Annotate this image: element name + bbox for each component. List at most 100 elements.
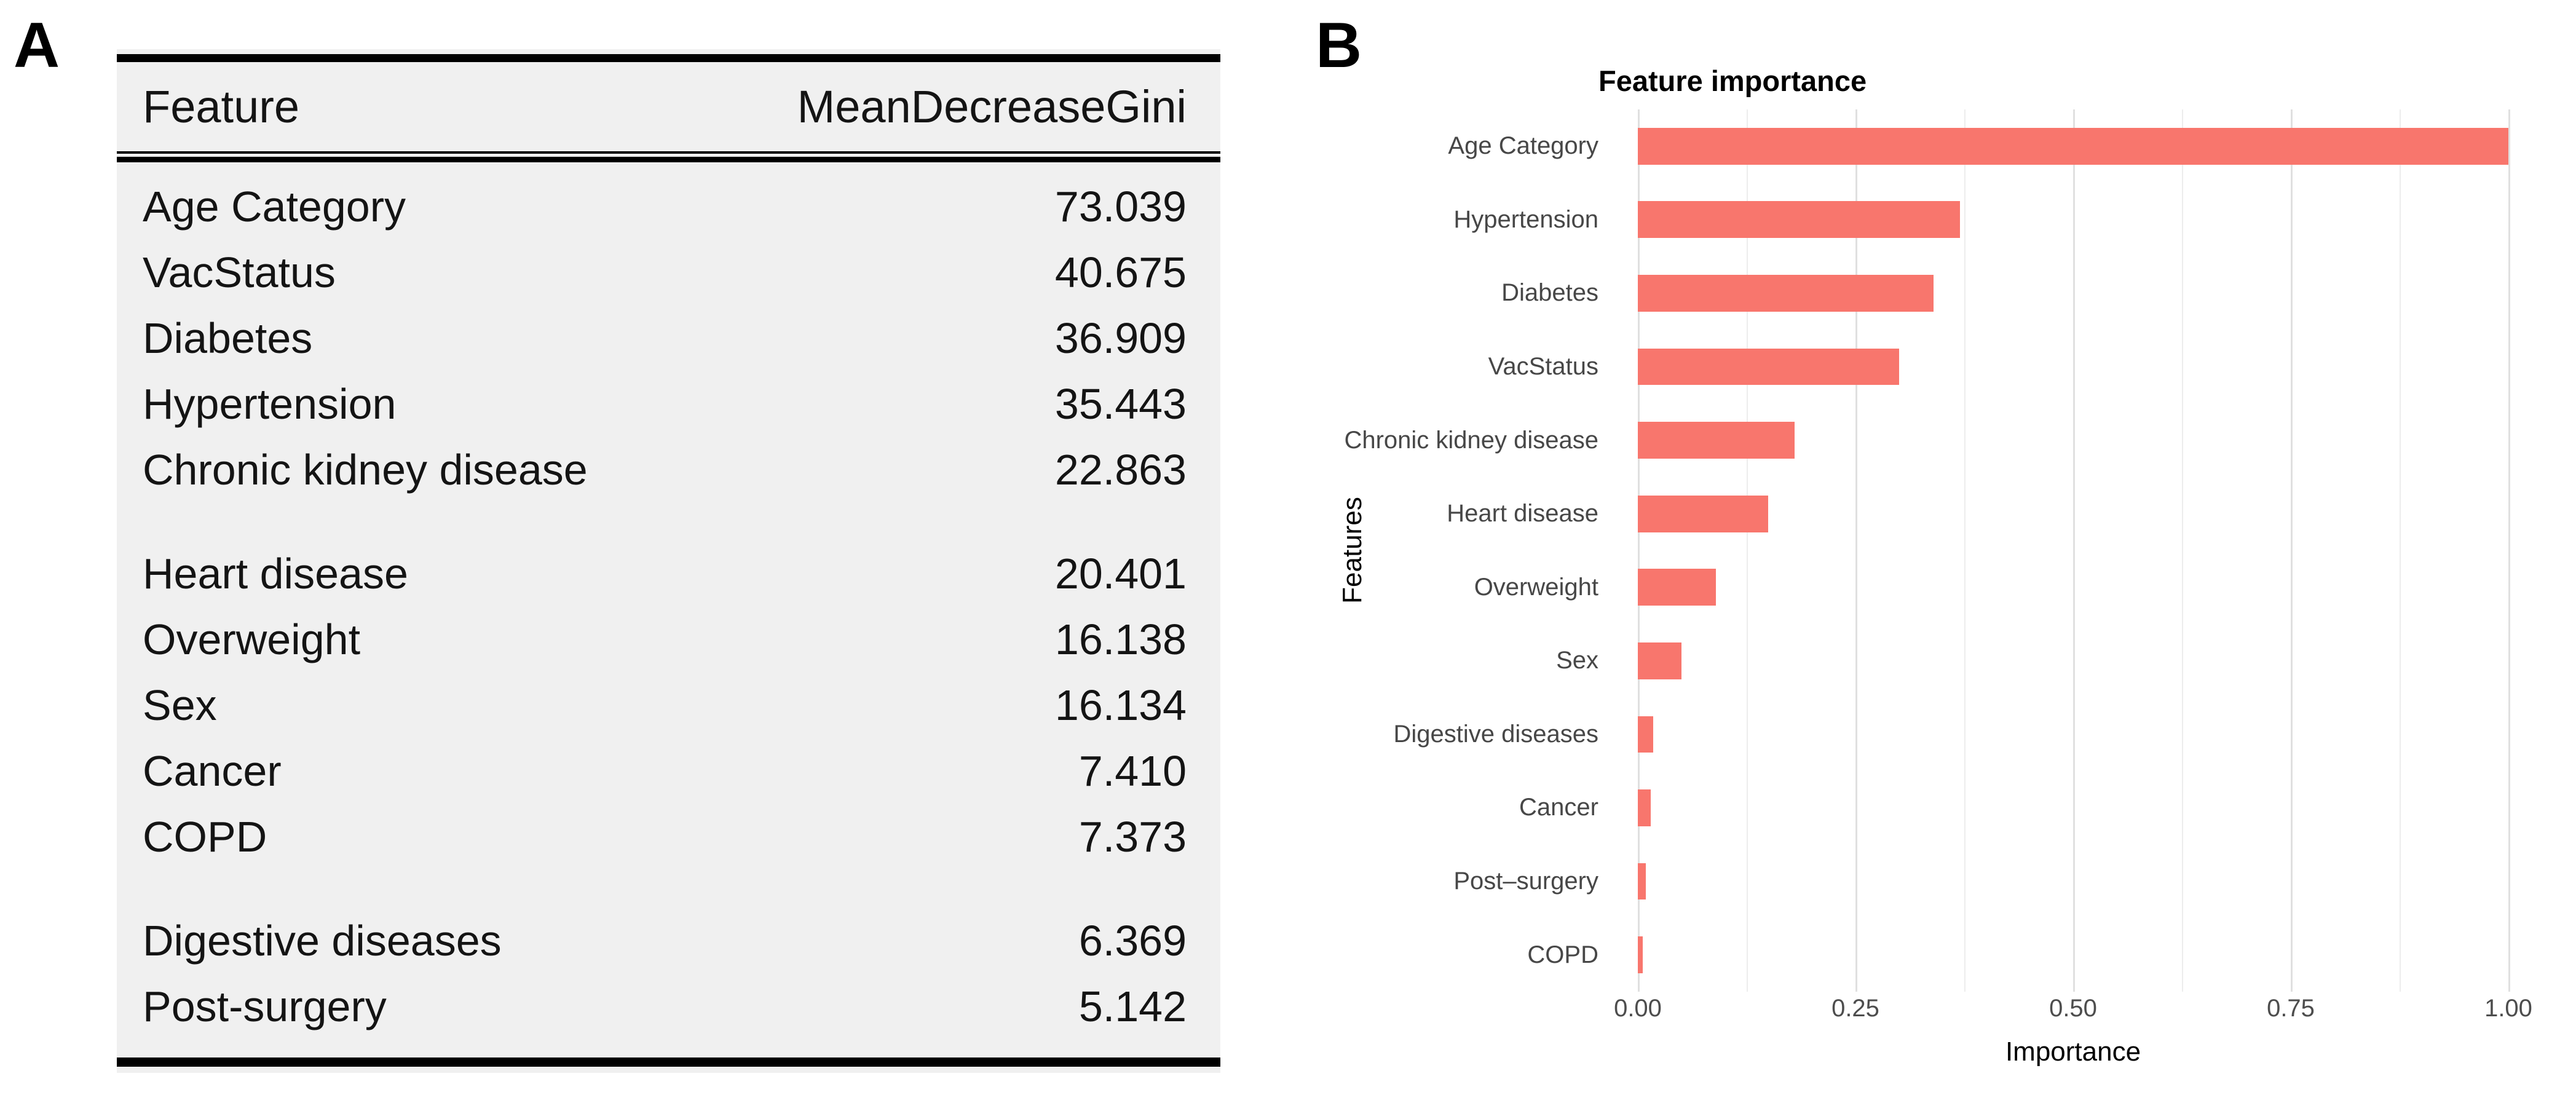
feature-cell: Chronic kidney disease <box>143 445 588 494</box>
table-header-row: Feature MeanDecreaseGini <box>117 62 1220 151</box>
table-header-feature: Feature <box>143 81 300 132</box>
bar-post-surgery <box>1638 863 1646 900</box>
table-row-hypertension: Hypertension 35.443 <box>143 371 1187 437</box>
y-label-hypertension: Hypertension <box>1453 205 1598 233</box>
value-cell: 6.369 <box>1078 916 1187 965</box>
x-tick-0.75: 0.75 <box>2267 995 2315 1022</box>
gridline-major-0 <box>1638 109 1640 992</box>
table-row-overweight: Overweight 16.138 <box>143 606 1187 672</box>
table-row-diabetes: Diabetes 36.909 <box>143 305 1187 371</box>
table-group-gap <box>143 869 1187 907</box>
bar-sex <box>1638 642 1681 679</box>
value-cell: 7.410 <box>1078 746 1187 795</box>
y-category-labels: Age Category Hypertension Diabetes VacStatu… <box>1322 109 1598 992</box>
x-tick-0.50: 0.50 <box>2049 995 2097 1022</box>
gridline-minor-0.875 <box>2400 109 2401 992</box>
gridline-major-0.5 <box>2073 109 2075 992</box>
gridline-major-0.75 <box>2291 109 2293 992</box>
bar-row-digestive-diseases <box>1638 698 2551 772</box>
table-mid-rule-thick <box>117 157 1220 162</box>
bar-vacstatus <box>1638 348 1899 385</box>
feature-cell: Sex <box>143 681 217 729</box>
feature-cell: Post-surgery <box>143 982 387 1030</box>
bar-hypertension <box>1638 201 1960 239</box>
feature-cell: Digestive diseases <box>143 916 502 965</box>
y-label-chronic-kidney-disease: Chronic kidney disease <box>1344 426 1598 454</box>
feature-cell: Diabetes <box>143 314 313 362</box>
chart-title: Feature importance <box>1598 65 1867 97</box>
gridline-major-1 <box>2508 109 2510 992</box>
y-label-heart-disease: Heart disease <box>1447 500 1598 528</box>
x-axis-tick-labels: 0.00 0.25 0.50 0.75 1.00 <box>1614 995 2532 1026</box>
value-cell: 16.138 <box>1054 615 1187 663</box>
feature-cell: Cancer <box>143 746 282 795</box>
table-row-digestive-diseases: Digestive diseases 6.369 <box>143 907 1187 973</box>
x-axis-title: Importance <box>2005 1037 2141 1067</box>
gridline-minor-0.625 <box>2182 109 2183 992</box>
gridline-minor-0.125 <box>1747 109 1748 992</box>
y-label-vacstatus: VacStatus <box>1488 353 1598 381</box>
value-cell: 22.863 <box>1054 445 1187 494</box>
value-cell: 40.675 <box>1054 248 1187 296</box>
gridline-major-0.25 <box>1855 109 1857 992</box>
bar-row-sex <box>1638 624 2551 698</box>
bar-row-hypertension <box>1638 183 2551 257</box>
bar-cancer <box>1638 789 1651 826</box>
table-row-copd: COPD 7.373 <box>143 804 1187 869</box>
feature-cell: Overweight <box>143 615 361 663</box>
table-group-gap <box>143 502 1187 540</box>
y-label-age-category: Age Category <box>1448 132 1598 160</box>
y-label-sex: Sex <box>1556 647 1598 674</box>
panel-b-label: B <box>1316 10 1362 81</box>
value-cell: 73.039 <box>1054 182 1187 231</box>
table-row-cancer: Cancer 7.410 <box>143 738 1187 804</box>
x-tick-0.00: 0.00 <box>1614 995 1662 1022</box>
bar-row-chronic-kidney-disease <box>1638 403 2551 477</box>
table-row-age-category: Age Category 73.039 <box>143 173 1187 239</box>
panel-a-label: A <box>14 10 60 81</box>
value-cell: 36.909 <box>1054 314 1187 362</box>
table-row-sex: Sex 16.134 <box>143 672 1187 738</box>
bar-rows <box>1638 109 2551 992</box>
bar-row-cancer <box>1638 771 2551 845</box>
table-top-rule <box>117 54 1220 62</box>
table-mid-rule-thin <box>117 151 1220 154</box>
bar-overweight <box>1638 569 1716 606</box>
table-row-heart-disease: Heart disease 20.401 <box>143 540 1187 606</box>
bar-chronic-kidney-disease <box>1638 422 1795 459</box>
y-label-post-surgery: Post–surgery <box>1453 868 1598 895</box>
y-label-overweight: Overweight <box>1474 573 1598 601</box>
bar-row-age-category <box>1638 109 2551 183</box>
bar-row-post-surgery <box>1638 845 2551 919</box>
bar-chart-plot-area <box>1638 109 2551 992</box>
table-row-post-surgery: Post-surgery 5.142 <box>143 973 1187 1039</box>
table-row-vacstatus: VacStatus 40.675 <box>143 239 1187 305</box>
feature-cell: Heart disease <box>143 549 408 598</box>
table-body: Age Category 73.039 VacStatus 40.675 Diabete… <box>117 162 1220 1057</box>
bar-diabetes <box>1638 275 1934 312</box>
gridline-minor-0.375 <box>1964 109 1966 992</box>
table-header-value: MeanDecreaseGini <box>797 81 1187 132</box>
value-cell: 35.443 <box>1054 379 1187 428</box>
value-cell: 20.401 <box>1054 549 1187 598</box>
feature-cell: Hypertension <box>143 379 397 428</box>
bar-row-heart-disease <box>1638 477 2551 551</box>
y-label-copd: COPD <box>1527 941 1598 968</box>
bar-row-diabetes <box>1638 256 2551 330</box>
x-tick-1.00: 1.00 <box>2484 995 2532 1022</box>
y-label-cancer: Cancer <box>1519 794 1598 821</box>
bar-digestive-diseases <box>1638 716 1653 753</box>
value-cell: 5.142 <box>1078 982 1187 1030</box>
value-cell: 16.134 <box>1054 681 1187 729</box>
bar-row-copd <box>1638 918 2551 992</box>
y-label-digestive-diseases: Digestive diseases <box>1393 720 1599 748</box>
feature-cell: VacStatus <box>143 248 336 296</box>
bar-heart-disease <box>1638 495 1768 532</box>
table-bottom-rule <box>117 1057 1220 1067</box>
feature-cell: Age Category <box>143 182 406 231</box>
x-tick-0.25: 0.25 <box>1831 995 1879 1022</box>
bar-copd <box>1638 936 1643 974</box>
bar-age-category <box>1638 127 2508 165</box>
value-cell: 7.373 <box>1078 812 1187 861</box>
bar-row-vacstatus <box>1638 330 2551 404</box>
